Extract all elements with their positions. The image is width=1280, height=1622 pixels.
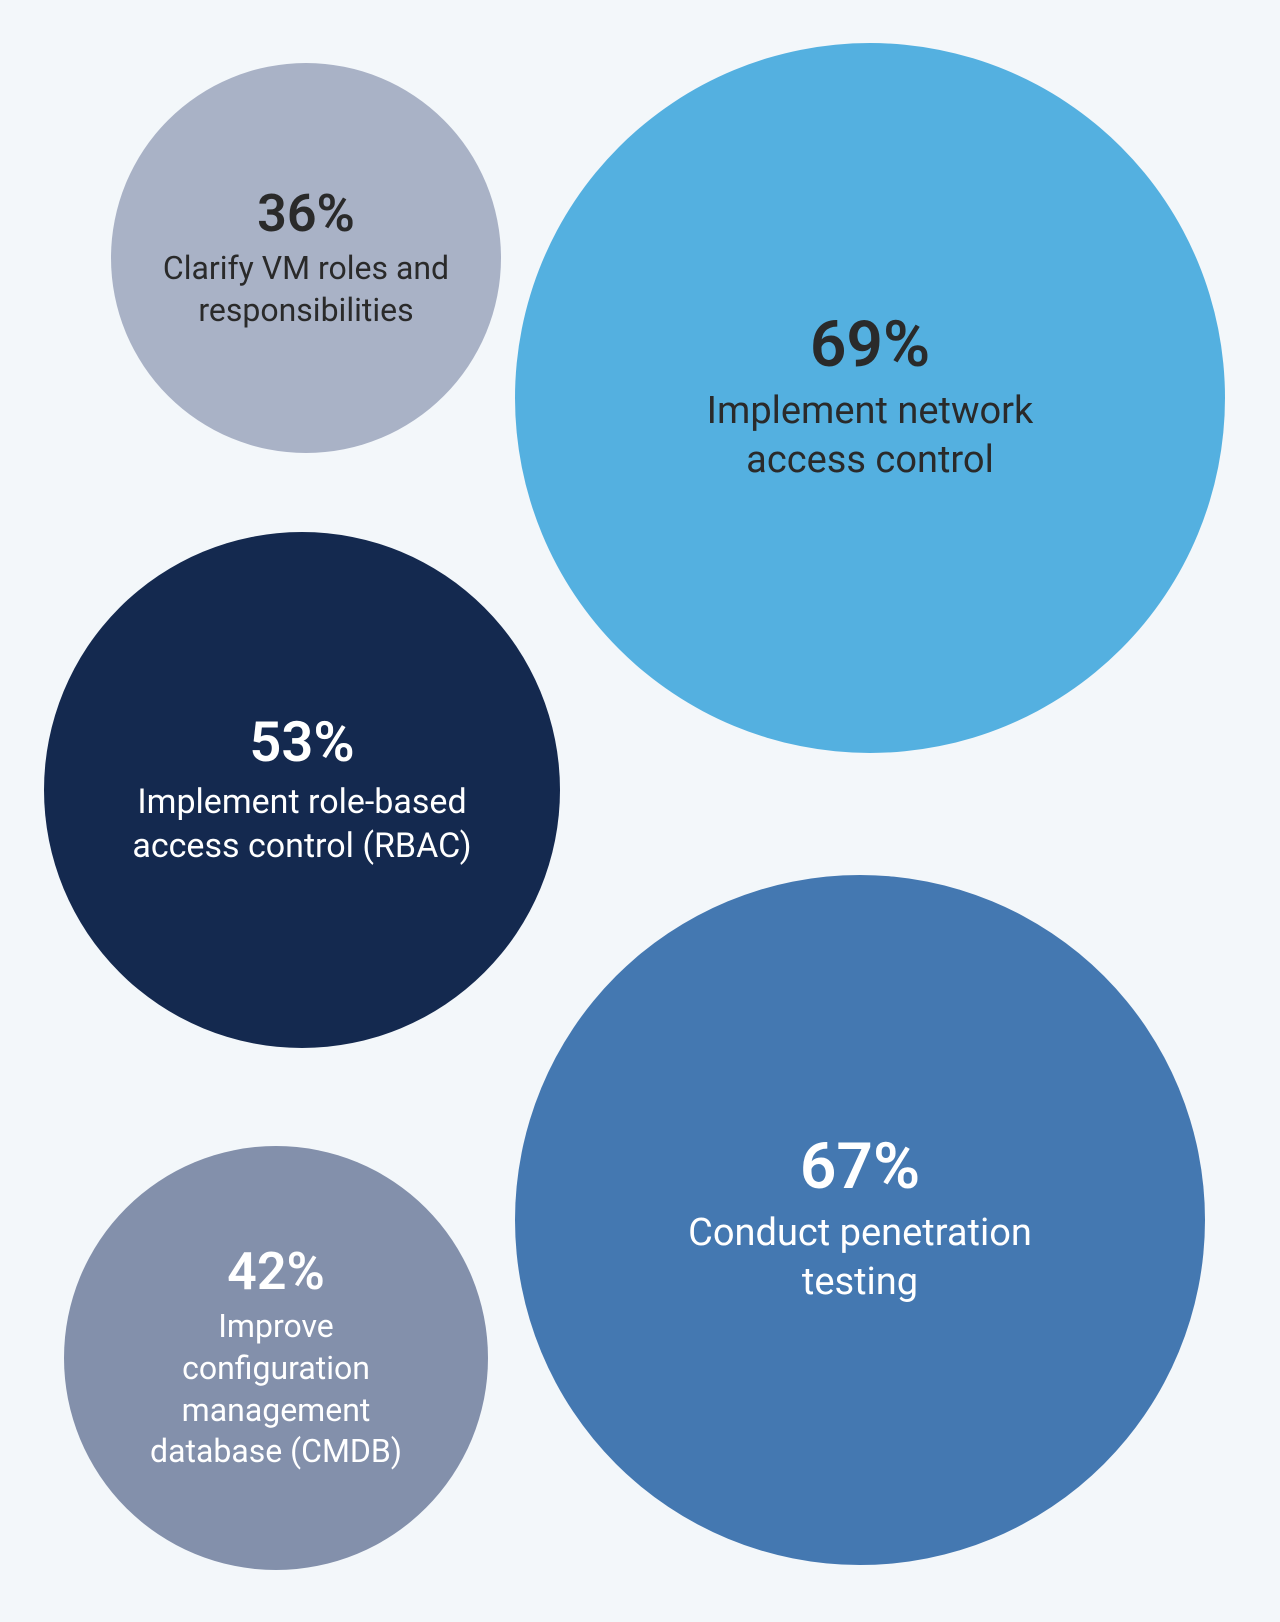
bubble-label: Clarify VM roles and responsibilities	[146, 248, 466, 331]
bubble-label: Improve configuration management databas…	[126, 1306, 426, 1472]
bubble-pentest: 67%Conduct penetration testing	[515, 875, 1205, 1565]
bubble-percentage: 53%	[249, 712, 354, 774]
bubble-label: Conduct penetration testing	[650, 1209, 1070, 1308]
bubble-percentage: 36%	[257, 185, 355, 242]
bubble-label: Implement role-based access control (RBA…	[122, 780, 482, 868]
bubble-rbac: 53%Implement role-based access control (…	[44, 532, 560, 1048]
bubble-percentage: 42%	[227, 1243, 325, 1300]
bubble-label: Implement network access control	[650, 387, 1090, 486]
bubble-percentage: 69%	[810, 310, 930, 380]
bubble-clarify-vm: 36% Clarify VM roles and responsibilities	[111, 63, 501, 453]
bubble-percentage: 67%	[800, 1132, 920, 1202]
bubble-chart: 36% Clarify VM roles and responsibilities…	[0, 0, 1280, 1622]
bubble-cmdb: 42% Improve configuration management data…	[64, 1146, 488, 1570]
bubble-network-access: 69%Implement network access control	[515, 43, 1225, 753]
